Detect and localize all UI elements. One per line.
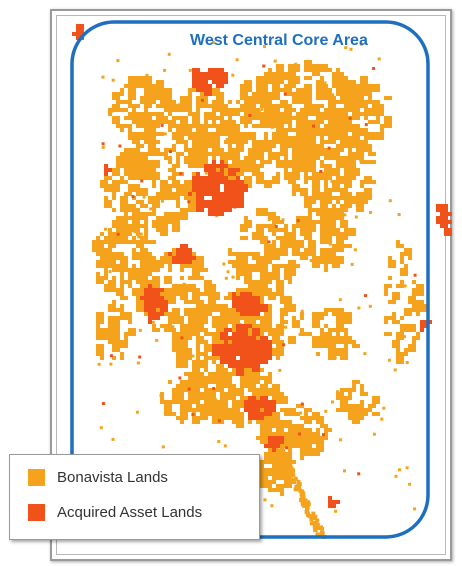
bonavista-lands-parcels: [92, 40, 428, 539]
legend-item-acquired: Acquired Asset Lands: [28, 504, 202, 521]
core-area-label: West Central Core Area: [190, 32, 368, 49]
legend-item-bonavista: Bonavista Lands: [28, 469, 168, 486]
legend-label-bonavista: Bonavista Lands: [57, 469, 168, 486]
legend-label-acquired: Acquired Asset Lands: [57, 504, 203, 521]
acquired-asset-lands-parcels: [72, 24, 452, 508]
bonavista-swatch: [28, 469, 45, 486]
acquired-swatch: [28, 504, 45, 521]
map-legend: Bonavista Lands Acquired Asset Lands: [9, 454, 260, 540]
